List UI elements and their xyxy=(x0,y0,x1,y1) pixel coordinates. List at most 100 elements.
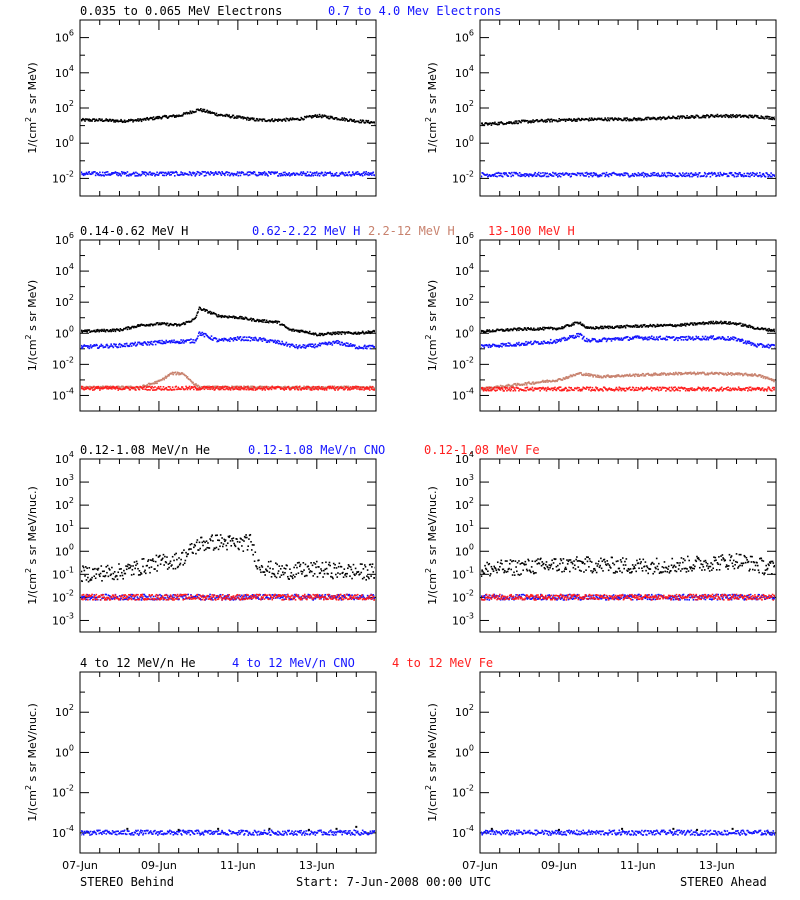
data-point xyxy=(297,330,300,333)
data-point xyxy=(203,175,206,177)
data-point xyxy=(543,174,546,176)
data-point xyxy=(144,119,147,121)
data-point xyxy=(356,171,359,173)
data-point xyxy=(650,174,653,177)
data-point xyxy=(736,116,739,118)
data-point xyxy=(587,372,589,375)
data-point xyxy=(605,376,607,379)
data-point xyxy=(339,173,342,175)
data-point xyxy=(747,342,750,344)
data-point xyxy=(548,342,551,345)
data-point xyxy=(215,112,218,115)
data-point xyxy=(144,174,147,177)
data-point xyxy=(585,337,588,340)
data-point xyxy=(354,344,356,347)
data-point xyxy=(151,323,153,326)
data-point xyxy=(490,389,493,392)
data-point xyxy=(684,322,686,325)
data-point xyxy=(552,175,555,177)
data-point xyxy=(159,171,162,174)
data-point xyxy=(548,119,551,122)
data-point xyxy=(106,174,108,176)
data-point xyxy=(627,174,630,177)
data-point xyxy=(607,374,609,376)
data-point xyxy=(129,343,132,346)
data-point xyxy=(334,173,336,175)
data-series-black xyxy=(81,306,375,337)
data-point xyxy=(368,174,370,176)
data-point xyxy=(161,116,163,119)
data-point xyxy=(607,375,610,377)
data-point xyxy=(252,389,254,391)
data-point xyxy=(96,328,99,331)
data-point xyxy=(209,171,212,173)
data-point xyxy=(199,172,201,174)
data-point xyxy=(81,118,84,121)
data-point xyxy=(698,321,701,324)
data-point xyxy=(648,116,650,119)
data-point xyxy=(596,374,599,377)
data-point xyxy=(209,338,212,340)
data-point xyxy=(354,332,356,335)
data-point xyxy=(212,312,214,315)
data-point xyxy=(357,386,360,388)
data-point xyxy=(568,337,570,340)
data-point xyxy=(267,175,269,177)
data-point xyxy=(373,329,375,332)
data-point xyxy=(362,347,365,350)
data-point xyxy=(715,114,717,117)
data-point xyxy=(605,173,607,176)
data-point xyxy=(717,337,719,340)
data-point xyxy=(540,119,542,122)
data-point xyxy=(523,383,526,386)
data-point xyxy=(146,344,149,346)
y-tick-exponent: 2 xyxy=(469,293,474,302)
data-point xyxy=(257,386,259,388)
data-point xyxy=(737,338,740,340)
data-point xyxy=(641,374,643,377)
data-point xyxy=(771,116,773,119)
data-point xyxy=(215,338,218,340)
data-point xyxy=(140,118,142,121)
data-point xyxy=(264,174,266,176)
data-point xyxy=(250,388,253,391)
data-point xyxy=(232,339,235,342)
data-point xyxy=(309,171,312,173)
data-point xyxy=(169,174,171,176)
data-point xyxy=(494,173,496,175)
data-point xyxy=(227,388,230,391)
y-tick-label: 100 xyxy=(455,134,474,150)
data-point xyxy=(756,326,759,329)
data-point xyxy=(727,114,729,117)
data-point xyxy=(101,174,103,177)
data-point xyxy=(614,326,617,328)
data-point xyxy=(281,340,283,343)
data-point xyxy=(742,116,745,118)
data-point xyxy=(314,174,317,176)
data-point xyxy=(499,172,501,175)
data-point xyxy=(664,174,666,177)
data-point xyxy=(493,343,496,346)
data-point xyxy=(620,375,623,378)
data-point xyxy=(214,313,217,315)
data-point xyxy=(198,387,201,389)
data-point xyxy=(278,340,281,343)
data-point xyxy=(581,323,584,326)
data-point xyxy=(250,387,252,390)
data-point xyxy=(647,336,650,339)
data-point xyxy=(88,329,91,331)
data-point xyxy=(581,172,584,175)
data-point xyxy=(202,108,204,111)
data-point xyxy=(270,386,272,389)
data-point xyxy=(556,327,558,330)
data-point xyxy=(264,389,266,391)
data-point xyxy=(248,171,250,173)
data-point xyxy=(347,385,350,388)
data-point xyxy=(227,339,230,342)
data-point xyxy=(525,174,528,177)
data-point xyxy=(664,118,666,121)
data-point xyxy=(707,373,710,376)
data-point xyxy=(494,121,496,124)
data-point xyxy=(231,173,234,175)
data-point xyxy=(365,345,368,348)
